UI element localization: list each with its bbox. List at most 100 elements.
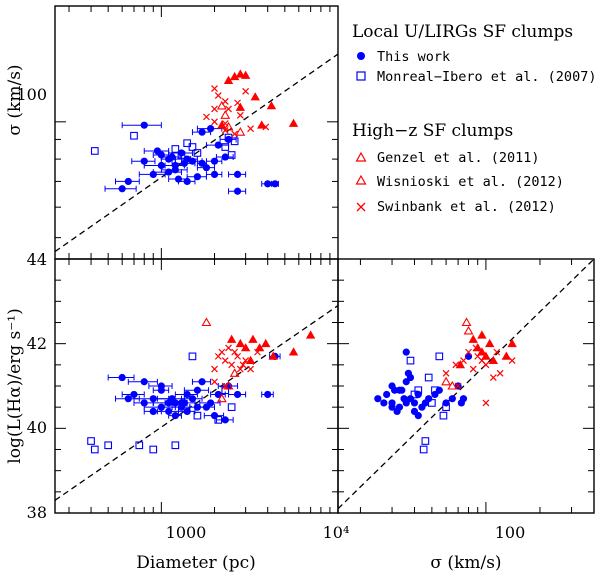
- data-point: [235, 338, 246, 348]
- data-point: [227, 403, 236, 412]
- data-point: [268, 351, 278, 360]
- data-point: [388, 403, 396, 411]
- series-monreal-ibero-et-al-2007: [90, 131, 239, 159]
- data-point: [406, 373, 415, 382]
- data-point: [406, 356, 415, 365]
- data-point: [414, 412, 422, 420]
- data-point: [180, 399, 188, 407]
- data-point: [247, 125, 255, 133]
- legend-marker-triangle: [355, 174, 367, 185]
- data-point: [135, 441, 144, 450]
- data-point: [431, 390, 439, 399]
- axis-ticks: [55, 259, 338, 513]
- data-point: [198, 159, 206, 167]
- data-point: [87, 437, 95, 445]
- series-swinbank-et-al-2012: [203, 85, 270, 138]
- data-point: [183, 155, 191, 163]
- plot-area: [55, 53, 338, 253]
- data-point: [421, 399, 429, 407]
- data-point: [221, 416, 229, 424]
- data-point: [157, 403, 165, 411]
- data-point: [171, 412, 179, 420]
- legend-marker-open-square: [356, 71, 366, 81]
- data-point: [233, 170, 242, 179]
- series-wisnioski-et-al-2012: [217, 69, 299, 129]
- data-point: [140, 399, 148, 407]
- bottom-right-x-axis-label: σ (km/s): [430, 553, 501, 573]
- data-point: [104, 441, 113, 450]
- data-point: [218, 348, 226, 356]
- data-point: [235, 102, 246, 111]
- data-point: [233, 390, 242, 399]
- data-point: [442, 369, 450, 377]
- data-point: [485, 338, 495, 348]
- data-point: [165, 407, 173, 415]
- data-point: [442, 403, 450, 412]
- data-point: [468, 334, 478, 343]
- data-point: [124, 395, 132, 403]
- data-point: [171, 145, 180, 153]
- data-point: [216, 100, 227, 110]
- data-point: [236, 365, 244, 373]
- data-point: [489, 374, 497, 381]
- data-point: [188, 395, 197, 403]
- data-point: [183, 177, 191, 186]
- data-point: [380, 399, 388, 407]
- series-monreal-ibero-et-al-2007: [87, 352, 236, 454]
- data-point: [488, 355, 499, 365]
- data-point: [459, 395, 468, 403]
- data-point: [395, 403, 404, 411]
- data-point: [266, 101, 277, 110]
- legend-group-highz-title: High−z SF clumps: [352, 121, 513, 141]
- data-point: [242, 87, 250, 95]
- data-point: [441, 376, 452, 386]
- data-point: [183, 407, 191, 415]
- bottom-left-x-axis-label: Diameter (pc): [136, 553, 255, 573]
- plot-area: [55, 305, 338, 501]
- bottom-y-tick-38: 38: [27, 503, 47, 522]
- data-point: [240, 343, 251, 352]
- data-point: [424, 373, 433, 382]
- data-point: [198, 378, 206, 386]
- data-point: [214, 416, 223, 424]
- data-point: [463, 325, 474, 335]
- data-point: [118, 185, 126, 193]
- bottom-y-tick-44: 44: [27, 250, 47, 269]
- data-point: [234, 352, 241, 360]
- data-point: [410, 390, 419, 399]
- data-point: [501, 351, 512, 360]
- data-point: [168, 395, 176, 403]
- data-point: [124, 177, 132, 186]
- series-swinbank-et-al-2012: [442, 344, 516, 407]
- data-point: [210, 157, 219, 165]
- data-point: [210, 170, 219, 179]
- data-point: [496, 369, 504, 377]
- data-point: [220, 110, 231, 119]
- data-point: [211, 378, 218, 386]
- series-this-work: [104, 121, 279, 195]
- top-y-tick-100: 100: [16, 85, 47, 104]
- legend-marker-open-triangle: [355, 151, 367, 162]
- data-point: [206, 125, 215, 133]
- data-point: [465, 348, 472, 356]
- data-point: [149, 445, 158, 454]
- data-point: [90, 445, 99, 454]
- data-point: [202, 164, 211, 172]
- data-point: [442, 399, 450, 407]
- data-point: [171, 441, 180, 450]
- plot-area: [338, 259, 594, 510]
- data-point: [402, 348, 410, 356]
- data-point: [388, 382, 396, 390]
- data-point: [398, 386, 406, 394]
- data-point: [130, 390, 138, 399]
- data-point: [214, 390, 222, 399]
- data-point: [149, 407, 157, 415]
- panel-top-left: [55, 6, 338, 259]
- data-point: [230, 137, 239, 146]
- data-point: [264, 390, 272, 399]
- data-point: [242, 357, 250, 365]
- data-point: [183, 390, 191, 399]
- data-point: [250, 92, 260, 101]
- data-point: [448, 395, 456, 403]
- data-point: [402, 399, 410, 407]
